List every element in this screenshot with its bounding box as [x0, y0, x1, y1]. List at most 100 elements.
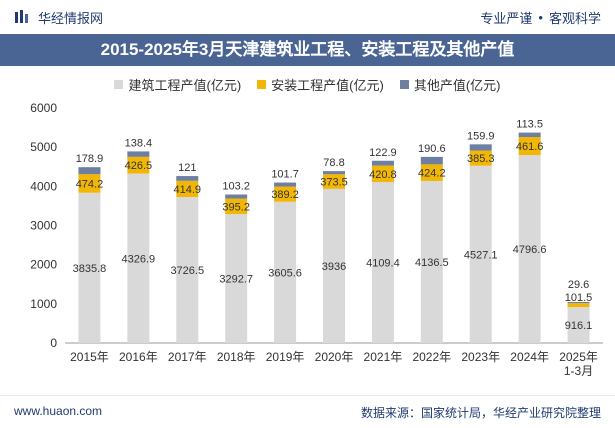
bar-install: [176, 180, 199, 198]
bar-other: [371, 160, 394, 166]
data-label-install: 461.6: [516, 141, 544, 153]
bar-install: [323, 174, 345, 189]
y-tick-label: 0: [50, 336, 57, 350]
bar-install: [420, 164, 443, 181]
y-tick-label: 5000: [30, 140, 57, 154]
legend-swatch-other: [399, 79, 409, 89]
legend-item-building[interactable]: 建筑工程产值(亿元): [114, 75, 241, 94]
data-label-building: 3835.8: [73, 263, 107, 275]
footer-source-label: 数据来源：: [360, 406, 421, 420]
bar-building: [274, 201, 297, 343]
data-label-install: 389.2: [271, 189, 299, 201]
x-tick-label: 2016年: [119, 350, 158, 364]
x-tick-label: 2019年: [266, 350, 305, 364]
y-tick-label: 4000: [30, 179, 57, 193]
data-label-building: 4326.9: [122, 253, 156, 265]
legend-label-building: 建筑工程产值(亿元): [128, 77, 242, 93]
x-tick-label: 2020年: [315, 350, 354, 364]
footer-website-link[interactable]: www.huaon.com: [14, 404, 103, 418]
header-tags: 专业严谨 • 客观科学: [480, 8, 601, 27]
footer-source: 数据来源： 国家统计局，华经产业研究院整理: [361, 404, 601, 421]
data-label-other: 121: [178, 162, 196, 174]
data-label-install: 373.5: [320, 177, 348, 189]
data-label-other: 159.9: [467, 130, 495, 142]
bar-building: [127, 173, 150, 343]
legend-swatch-install: [257, 79, 267, 89]
x-tick-label: 1-3月: [564, 364, 593, 378]
data-label-other: 78.8: [323, 157, 344, 169]
y-tick-label: 6000: [30, 101, 57, 115]
bar-install: [469, 150, 492, 166]
bar-building: [567, 307, 590, 343]
bar-other: [518, 132, 541, 138]
bar-other: [323, 171, 345, 175]
tag-professional: 专业严谨: [480, 11, 533, 26]
bar-other: [127, 151, 150, 157]
bar-building: [78, 192, 101, 343]
bar-other: [274, 182, 297, 187]
bar-building: [323, 188, 345, 343]
data-label-install: 426.5: [125, 160, 153, 172]
bar-install: [127, 156, 150, 174]
bar-building: [469, 165, 492, 343]
bar-other: [176, 176, 199, 181]
data-label-other: 122.9: [369, 147, 397, 159]
data-label-building: 4136.5: [415, 257, 449, 269]
brand[interactable]: 华经情报网: [14, 7, 103, 27]
data-label-other: 138.4: [125, 137, 153, 149]
legend-item-install[interactable]: 安装工程产值(亿元): [257, 75, 384, 94]
bar-building: [518, 155, 541, 343]
bar-other: [469, 144, 492, 151]
bar-install: [274, 186, 297, 202]
data-label-install: 424.2: [418, 168, 446, 180]
data-label-other: 101.7: [271, 169, 299, 181]
data-label-other: 190.6: [418, 143, 446, 155]
bar-other: [225, 194, 248, 199]
x-tick-label: 2023年: [461, 350, 500, 364]
bar-install: [78, 174, 101, 193]
data-label-building: 4527.1: [464, 249, 498, 261]
brand-name: 华经情报网: [38, 10, 104, 26]
x-tick-label: 2017年: [168, 350, 207, 364]
chart-legend: 建筑工程产值(亿元) 安装工程产值(亿元) 其他产值(亿元): [0, 74, 615, 94]
bar-other: [567, 301, 590, 304]
brand-logo-icon: [15, 10, 28, 23]
data-label-other: 178.9: [76, 153, 104, 165]
bar-other: [78, 167, 101, 175]
data-label-other: 29.6: [568, 279, 589, 291]
legend-label-other: 其他产值(亿元): [413, 77, 501, 93]
tag-separator: •: [538, 10, 543, 25]
chart-title: 2015-2025年3月天津建筑业工程、安装工程及其他产值: [100, 40, 515, 59]
data-label-building: 3292.7: [219, 274, 253, 286]
x-tick-label: 2024年: [510, 350, 549, 364]
data-label-building: 916.1: [565, 320, 593, 332]
tag-objective: 客观科学: [548, 11, 601, 26]
data-label-building: 3726.5: [170, 265, 204, 277]
y-tick-label: 2000: [30, 258, 57, 272]
data-label-install: 101.5: [565, 292, 593, 304]
data-label-install: 420.8: [369, 169, 397, 181]
legend-item-other[interactable]: 其他产值(亿元): [399, 75, 501, 94]
y-tick-label: 1000: [30, 297, 57, 311]
x-tick-label: 2022年: [412, 350, 451, 364]
bar-install: [518, 137, 541, 156]
bar-building: [420, 180, 443, 343]
bar-install: [371, 165, 394, 183]
data-label-install: 395.2: [222, 201, 250, 213]
x-tick-label: 2021年: [364, 350, 403, 364]
bar-other: [420, 156, 443, 165]
data-label-building: 3605.6: [268, 267, 302, 279]
data-label-building: 4109.4: [366, 258, 400, 270]
data-label-other: 103.2: [222, 181, 250, 193]
bar-install: [567, 303, 590, 308]
title-bar: [0, 34, 615, 66]
stacked-bar-chart: 0 1000 2000 3000 4000 5000 6000 3835.8 474.2 178.…: [30, 101, 603, 378]
data-label-building: 3936: [322, 261, 346, 273]
data-label-building: 4796.6: [513, 244, 547, 256]
legend-label-install: 安装工程产值(亿元): [271, 77, 384, 93]
x-tick-label: 2015年: [70, 350, 109, 364]
bar-building: [176, 197, 199, 343]
data-label-install: 474.2: [76, 178, 104, 190]
bar-building: [371, 182, 394, 343]
y-tick-label: 3000: [30, 219, 57, 233]
